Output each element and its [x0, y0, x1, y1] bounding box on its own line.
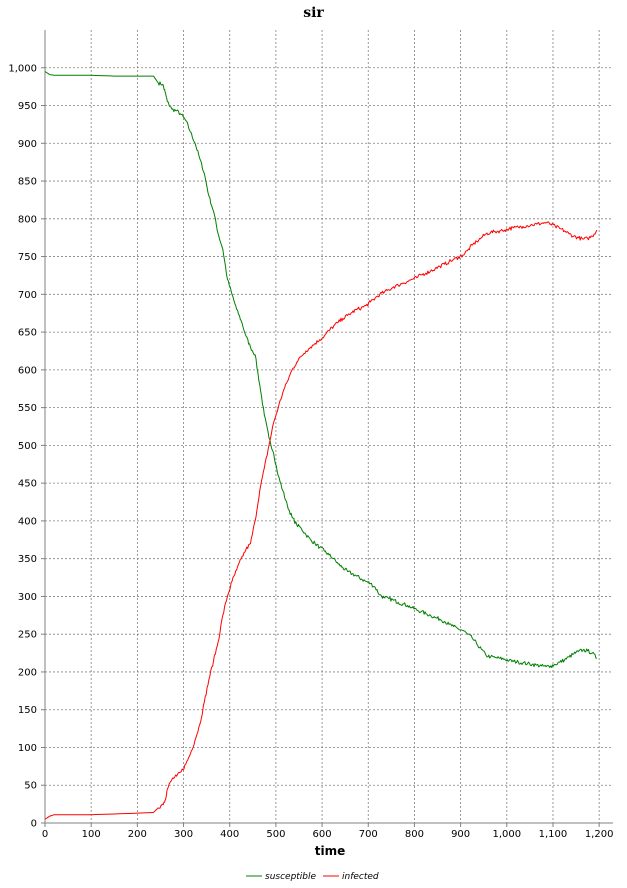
x-tick-label: 900	[451, 829, 470, 840]
x-tick-label: 500	[266, 829, 285, 840]
x-tick-label: 600	[313, 829, 332, 840]
x-tick-label: 700	[359, 829, 378, 840]
series-line-susceptible	[44, 71, 597, 669]
grid-layer	[44, 30, 613, 824]
y-tick-label: 750	[18, 252, 37, 263]
y-tick-label: 250	[18, 630, 37, 641]
y-tick-label: 550	[18, 403, 37, 414]
x-tick-label: 1,100	[539, 829, 568, 840]
legend-label-susceptible: susceptible	[265, 872, 317, 882]
x-tick-label: 0	[42, 829, 48, 840]
x-tick-label: 400	[220, 829, 239, 840]
y-tick-label: 850	[18, 177, 37, 188]
y-tick-label: 600	[18, 365, 37, 376]
series-layer	[44, 71, 598, 820]
x-tick-label: 200	[128, 829, 147, 840]
y-tick-label: 450	[18, 479, 37, 490]
y-tick-label: 100	[18, 743, 37, 754]
x-tick-label: 100	[82, 829, 101, 840]
y-tick-label: 200	[18, 667, 37, 678]
y-tick-label: 50	[24, 781, 37, 792]
y-tick-label: 500	[18, 441, 37, 452]
y-tick-label: 400	[18, 516, 37, 527]
legend: susceptible infected	[246, 872, 379, 882]
y-tick-label: 950	[18, 101, 37, 112]
x-tick-label: 1,000	[492, 829, 521, 840]
y-tick-label: 300	[18, 592, 37, 603]
legend-label-infected: infected	[342, 872, 379, 882]
x-tick-label: 1,200	[585, 829, 614, 840]
y-tick-label: 0	[31, 819, 37, 830]
y-tick-label: 1,000	[8, 63, 37, 74]
y-tick-label: 650	[18, 328, 37, 339]
chart-title: sir	[303, 5, 324, 21]
y-tick-label: 150	[18, 705, 37, 716]
y-tick-label: 900	[18, 139, 37, 150]
series-line-infected	[44, 221, 598, 820]
axis-layer: 0 50 100 150 200 250 300 350 400 450 500 550 600 650 7…	[8, 30, 613, 840]
x-tick-label: 300	[174, 829, 193, 840]
x-axis-label: time	[315, 844, 346, 858]
y-tick-label: 800	[18, 214, 37, 225]
y-tick-label: 350	[18, 554, 37, 565]
x-tick-label: 800	[405, 829, 424, 840]
y-tick-label: 700	[18, 290, 37, 301]
